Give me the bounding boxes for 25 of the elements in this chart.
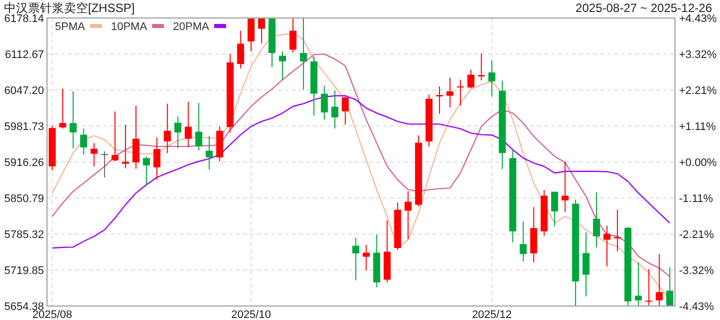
y2-tick-label: +2.21%: [679, 85, 717, 98]
y2-tick-label: +0.00%: [679, 157, 717, 169]
y2-tick-label: +3.32%: [679, 49, 717, 62]
y2-tick-label: +4.43%: [679, 13, 717, 25]
y2-tick-label: +1.11%: [679, 120, 716, 133]
y-tick-label: 5785.32: [4, 229, 44, 241]
y2-tick-label: -4.43%: [679, 301, 714, 313]
y2-tick-label: -1.11%: [679, 193, 714, 206]
y-tick-label: 5719.85: [4, 265, 44, 277]
y-tick-label: 5850.79: [4, 193, 44, 205]
chart-subtitle: 2025-08-27 ~ 2025-12-26: [576, 1, 712, 15]
y2-tick-label: -2.21%: [679, 228, 714, 241]
y-tick-label: 6112.67: [5, 49, 44, 61]
legend-label: 5PMA: [55, 21, 86, 33]
x-tick-label: 2025/12: [472, 309, 512, 320]
y2-tick-label: -3.32%: [679, 264, 714, 277]
legend-label: 20PMA: [173, 21, 210, 33]
x-tick-label: 2025/10: [231, 309, 271, 320]
y-tick-label: 5916.26: [4, 157, 44, 169]
y-tick-label: 6178.14: [4, 13, 44, 25]
y-tick-label: 6047.20: [4, 85, 44, 97]
legend-label: 10PMA: [110, 21, 148, 33]
y-tick-label: 5981.73: [4, 121, 44, 133]
chart-title: 中汉票针浆卖空[ZHSSP]: [4, 1, 135, 15]
x-tick-label: 2025/08: [32, 309, 72, 320]
